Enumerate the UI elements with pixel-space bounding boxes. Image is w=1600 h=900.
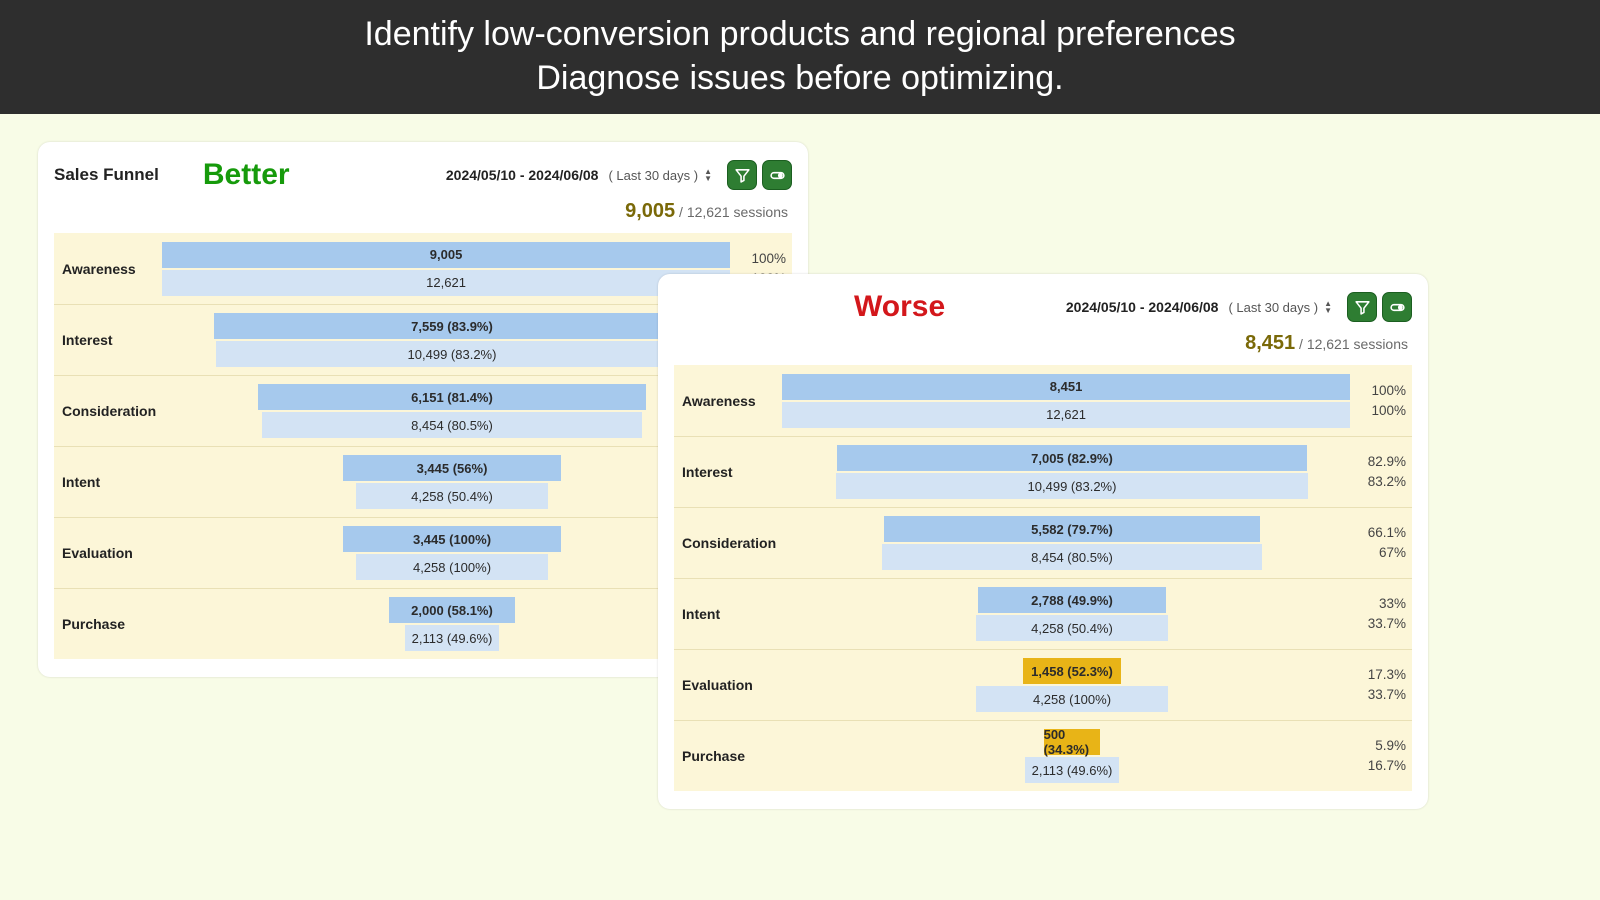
sessions-word: sessions	[734, 204, 788, 220]
sessions-summary: 9,005 / 12,621 sessions	[54, 200, 788, 223]
stage-label: Evaluation	[54, 545, 184, 561]
bar-primary: 3,445 (100%)	[343, 526, 561, 552]
stage-label: Interest	[54, 332, 184, 348]
banner: Identify low-conversion products and reg…	[0, 0, 1600, 114]
bar-primary: 6,151 (81.4%)	[258, 384, 646, 410]
bar-secondary: 4,258 (50.4%)	[356, 483, 547, 509]
bar-primary: 500 (34.3%)	[1044, 729, 1101, 755]
stage-label: Consideration	[54, 403, 184, 419]
bar-secondary: 4,258 (100%)	[356, 554, 547, 580]
bar-secondary: 10,499 (83.2%)	[836, 473, 1309, 499]
tag-better: Better	[203, 158, 290, 192]
funnel-rows-worse: Awareness8,45112,621100%100%Interest7,00…	[674, 365, 1412, 791]
bar-secondary: 12,621	[162, 270, 730, 296]
bar-secondary: 2,113 (49.6%)	[1025, 757, 1120, 783]
bar-group: 1,458 (52.3%)4,258 (100%)	[804, 658, 1340, 712]
period-label[interactable]: ( Last 30 days )	[608, 168, 698, 183]
card-title: Sales Funnel	[54, 165, 159, 185]
funnel-card-worse: Worse 2024/05/10 - 2024/06/08 ( Last 30 …	[658, 274, 1428, 809]
stage-label: Awareness	[54, 261, 158, 277]
funnel-row: Evaluation1,458 (52.3%)4,258 (100%)17.3%…	[674, 649, 1412, 720]
bar-group: 6,151 (81.4%)8,454 (80.5%)	[184, 384, 720, 438]
stage-percents: 17.3%33.7%	[1340, 665, 1412, 704]
canvas: Sales Funnel Better 2024/05/10 - 2024/06…	[0, 114, 1600, 900]
bar-primary: 2,788 (49.9%)	[978, 587, 1165, 613]
stage-percents: 100%100%	[1354, 381, 1412, 420]
bar-group: 3,445 (56%)4,258 (50.4%)	[184, 455, 720, 509]
bar-group: 8,45112,621	[778, 374, 1354, 428]
bar-group: 9,00512,621	[158, 242, 734, 296]
bar-primary: 9,005	[162, 242, 730, 268]
banner-line2: Diagnose issues before optimizing.	[0, 56, 1600, 100]
toggle-icon[interactable]	[762, 160, 792, 190]
stage-label: Intent	[54, 474, 184, 490]
stage-label: Consideration	[674, 535, 804, 551]
bar-primary: 3,445 (56%)	[343, 455, 561, 481]
card-header: Worse 2024/05/10 - 2024/06/08 ( Last 30 …	[674, 288, 1412, 326]
stage-label: Awareness	[674, 393, 778, 409]
bar-group: 5,582 (79.7%)8,454 (80.5%)	[804, 516, 1340, 570]
period-stepper-icon[interactable]: ▲▼	[704, 168, 712, 182]
stage-percents: 66.1%67%	[1340, 523, 1412, 562]
stage-percents: 5.9%16.7%	[1340, 736, 1412, 775]
bar-secondary: 4,258 (50.4%)	[976, 615, 1167, 641]
sessions-summary: 8,451 / 12,621 sessions	[674, 332, 1408, 355]
sessions-total: 12,621	[687, 204, 730, 220]
card-header: Sales Funnel Better 2024/05/10 - 2024/06…	[54, 156, 792, 194]
bar-secondary: 4,258 (100%)	[976, 686, 1167, 712]
date-range: 2024/05/10 - 2024/06/08	[446, 167, 599, 183]
bar-group: 500 (34.3%)2,113 (49.6%)	[804, 729, 1340, 783]
bar-group: 2,000 (58.1%)2,113 (49.6%)	[184, 597, 720, 651]
bar-group: 7,005 (82.9%)10,499 (83.2%)	[804, 445, 1340, 499]
period-label[interactable]: ( Last 30 days )	[1228, 300, 1318, 315]
funnel-row: Purchase500 (34.3%)2,113 (49.6%)5.9%16.7…	[674, 720, 1412, 791]
funnel-row: Intent2,788 (49.9%)4,258 (50.4%)33%33.7%	[674, 578, 1412, 649]
bar-secondary: 8,454 (80.5%)	[262, 412, 643, 438]
stage-percents: 33%33.7%	[1340, 594, 1412, 633]
bar-primary: 7,005 (82.9%)	[837, 445, 1308, 471]
sessions-primary: 9,005	[625, 200, 675, 222]
banner-line1: Identify low-conversion products and reg…	[0, 12, 1600, 56]
bar-primary: 7,559 (83.9%)	[214, 313, 691, 339]
bar-group: 3,445 (100%)4,258 (100%)	[184, 526, 720, 580]
bar-group: 2,788 (49.9%)4,258 (50.4%)	[804, 587, 1340, 641]
bar-secondary: 8,454 (80.5%)	[882, 544, 1263, 570]
funnel-icon[interactable]	[727, 160, 757, 190]
stage-label: Evaluation	[674, 677, 804, 693]
bar-secondary: 2,113 (49.6%)	[405, 625, 500, 651]
bar-secondary: 12,621	[782, 402, 1350, 428]
funnel-row: Interest7,005 (82.9%)10,499 (83.2%)82.9%…	[674, 436, 1412, 507]
stage-percents: 82.9%83.2%	[1340, 452, 1412, 491]
stage-label: Purchase	[54, 616, 184, 632]
funnel-row: Consideration5,582 (79.7%)8,454 (80.5%)6…	[674, 507, 1412, 578]
funnel-icon[interactable]	[1347, 292, 1377, 322]
stage-label: Interest	[674, 464, 804, 480]
bar-group: 7,559 (83.9%)10,499 (83.2%)	[184, 313, 720, 367]
tag-worse: Worse	[854, 290, 945, 324]
toggle-icon[interactable]	[1382, 292, 1412, 322]
bar-primary: 8,451	[782, 374, 1350, 400]
bar-primary: 2,000 (58.1%)	[389, 597, 515, 623]
period-stepper-icon[interactable]: ▲▼	[1324, 300, 1332, 314]
stage-label: Intent	[674, 606, 804, 622]
date-range: 2024/05/10 - 2024/06/08	[1066, 299, 1219, 315]
bar-primary: 1,458 (52.3%)	[1023, 658, 1121, 684]
bar-secondary: 10,499 (83.2%)	[216, 341, 689, 367]
sessions-total: 12,621	[1307, 336, 1350, 352]
stage-label: Purchase	[674, 748, 804, 764]
sessions-word: sessions	[1354, 336, 1408, 352]
bar-primary: 5,582 (79.7%)	[884, 516, 1259, 542]
sessions-primary: 8,451	[1245, 332, 1295, 354]
funnel-row: Awareness8,45112,621100%100%	[674, 365, 1412, 436]
